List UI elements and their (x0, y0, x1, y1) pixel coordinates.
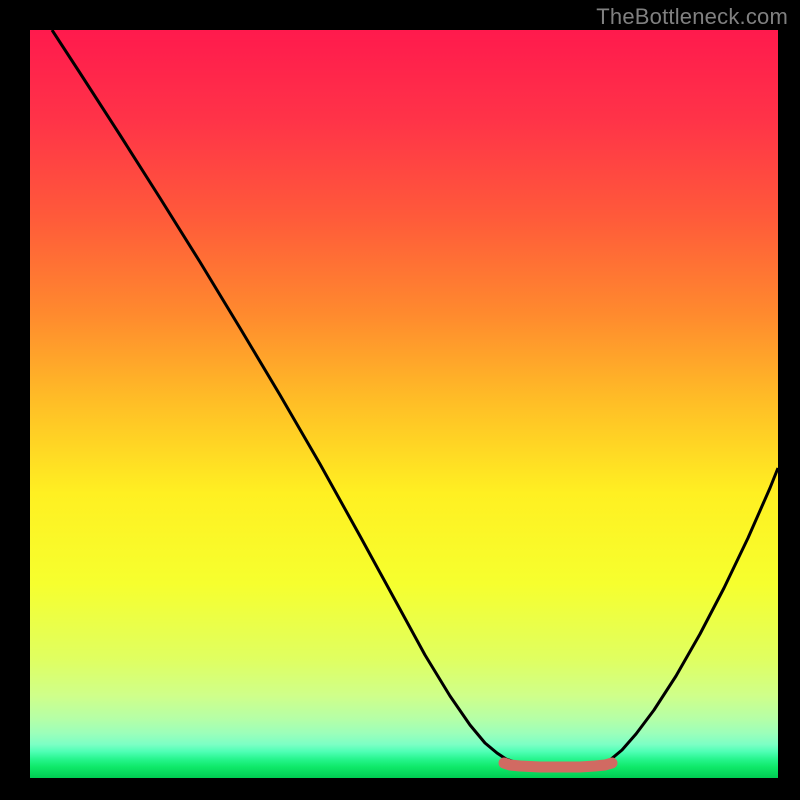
bottleneck-chart (30, 30, 778, 778)
watermark-text: TheBottleneck.com (596, 4, 788, 30)
bottom-accent (504, 763, 612, 767)
chart-background (30, 30, 778, 778)
